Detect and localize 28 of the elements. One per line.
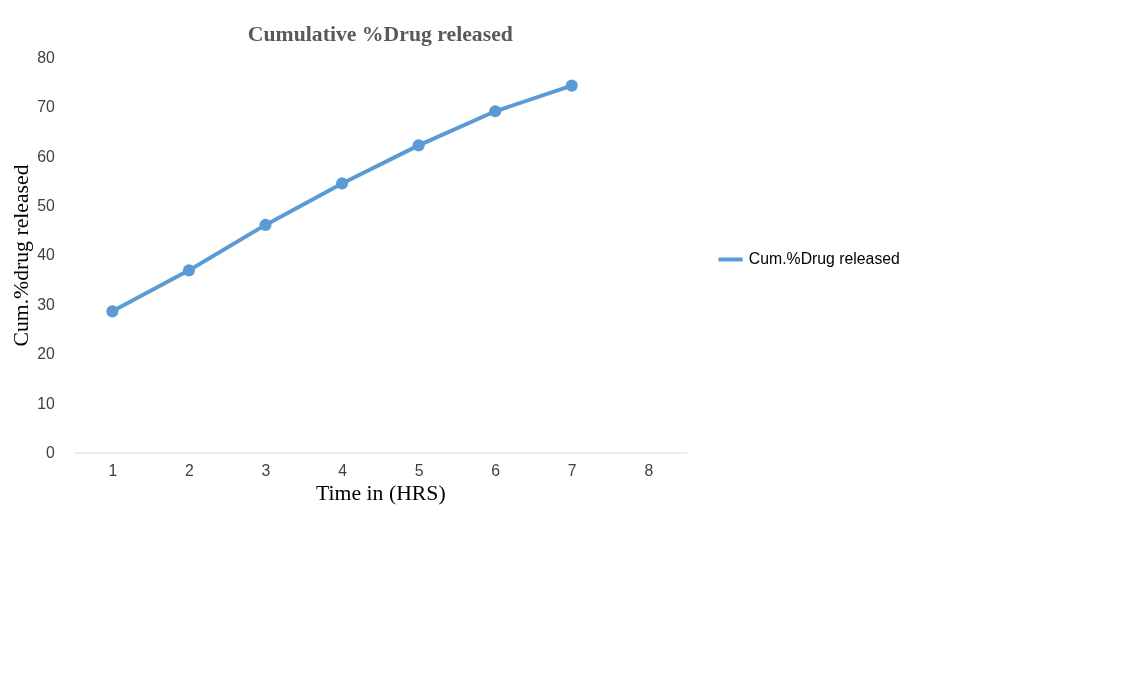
x-tick-label: 2	[185, 461, 194, 479]
y-tick-label: 30	[37, 295, 56, 313]
x-tick-label: 6	[491, 461, 501, 479]
legend-label: Cum.%Drug released	[748, 250, 900, 268]
x-tick-label: 4	[338, 461, 348, 479]
y-tick-label: 10	[37, 394, 56, 412]
point	[565, 79, 578, 92]
x-tick-label: 1	[108, 461, 118, 479]
y-tick-label: 0	[46, 444, 56, 462]
y-tick-label: 50	[37, 197, 56, 215]
y-axis-title: Cum.%drug released	[9, 164, 34, 347]
point	[259, 218, 272, 231]
x-tick-label: 8	[644, 461, 654, 479]
point	[106, 305, 119, 318]
y-tick-label: 40	[37, 246, 56, 264]
x-tick-label: 3	[261, 461, 271, 479]
point	[489, 105, 502, 118]
point	[182, 264, 195, 277]
x-tick-label: 5	[414, 461, 424, 479]
x-tick-label: 7	[567, 461, 577, 479]
y-tick-label: 20	[37, 345, 56, 363]
y-tick-label: 80	[37, 48, 56, 66]
chart-title: Cumulative %Drug released	[247, 21, 513, 46]
y-tick-label: 70	[37, 98, 56, 116]
y-tick-label: 60	[37, 147, 56, 165]
point	[336, 177, 349, 190]
point	[412, 139, 425, 152]
x-axis-title: Time in (HRS)	[316, 480, 446, 505]
